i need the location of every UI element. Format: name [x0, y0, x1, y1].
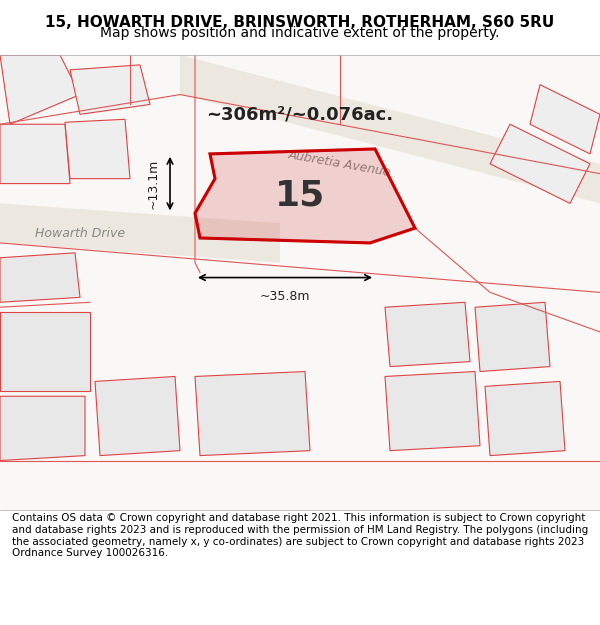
Polygon shape	[65, 119, 130, 179]
Text: ~13.1m: ~13.1m	[147, 159, 160, 209]
Polygon shape	[385, 302, 470, 367]
Polygon shape	[0, 396, 85, 461]
Polygon shape	[70, 65, 150, 114]
Polygon shape	[195, 149, 415, 243]
Text: Map shows position and indicative extent of the property.: Map shows position and indicative extent…	[100, 26, 500, 39]
Polygon shape	[0, 124, 70, 184]
Text: ~306m²/~0.076ac.: ~306m²/~0.076ac.	[206, 106, 394, 123]
Polygon shape	[530, 84, 600, 154]
Polygon shape	[490, 124, 590, 203]
Text: Aubretia Avenue: Aubretia Avenue	[287, 148, 392, 179]
Text: Contains OS data © Crown copyright and database right 2021. This information is : Contains OS data © Crown copyright and d…	[12, 514, 588, 558]
Polygon shape	[385, 371, 480, 451]
Polygon shape	[0, 253, 80, 302]
Text: ~35.8m: ~35.8m	[260, 291, 310, 303]
Polygon shape	[180, 55, 600, 203]
Polygon shape	[0, 203, 280, 262]
Polygon shape	[485, 381, 565, 456]
Polygon shape	[195, 371, 310, 456]
Polygon shape	[475, 302, 550, 371]
Polygon shape	[0, 55, 80, 124]
Text: 15: 15	[275, 179, 325, 212]
Polygon shape	[95, 376, 180, 456]
Text: Howarth Drive: Howarth Drive	[35, 226, 125, 239]
Text: 15, HOWARTH DRIVE, BRINSWORTH, ROTHERHAM, S60 5RU: 15, HOWARTH DRIVE, BRINSWORTH, ROTHERHAM…	[46, 16, 554, 31]
Polygon shape	[0, 312, 90, 391]
